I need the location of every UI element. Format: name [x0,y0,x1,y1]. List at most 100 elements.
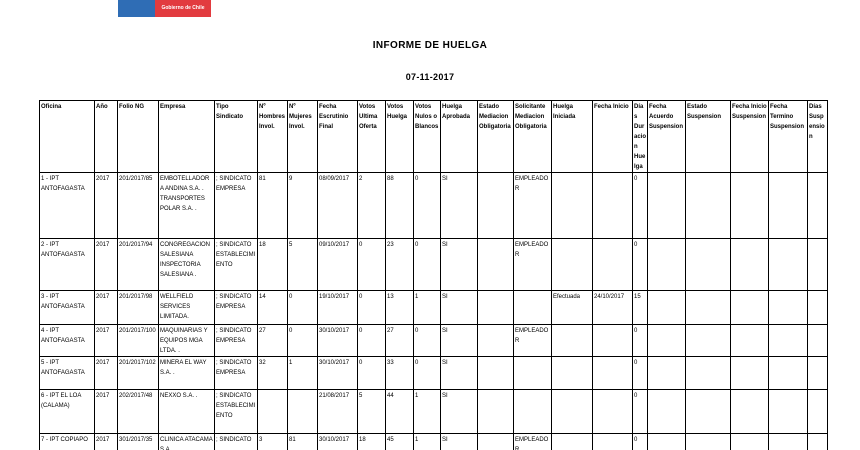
table-cell: 0 [632,238,648,291]
table-cell [592,356,633,390]
table-cell: 21/08/2017 [317,389,358,434]
table-cell: 2017 [94,172,118,239]
table-cell [287,389,318,434]
table-cell: 19/10/2017 [317,290,358,325]
table-cell [730,356,769,390]
table-cell: 0 [632,433,648,450]
table-cell [592,324,633,357]
column-header: Fecha Inicio [592,100,633,173]
table-cell: 27 [257,324,288,357]
table-cell: 45 [385,433,414,450]
column-header: Votos Huelga [385,100,414,173]
table-cell: NEXXO S.A. . [158,389,215,434]
column-header: Fecha Termino Suspension [768,100,808,173]
table-cell: SI [440,290,478,325]
table-cell: 14 [257,290,288,325]
logo-text: Gobierno de Chile [161,5,205,11]
table-cell: MINERA EL WAY S.A. . [158,356,215,390]
table-cell: 44 [385,389,414,434]
table-cell: 0 [357,238,386,291]
table-cell [551,238,593,291]
table-cell [647,238,686,291]
table-cell: 0 [632,389,648,434]
table-cell: ; SINDICATO EMPRESA [214,172,258,239]
table-cell [685,356,731,390]
column-header: Oficina [39,100,95,173]
column-header: Días Duracion Huelga [632,100,648,173]
table-cell [730,324,769,357]
table-cell: 0 [632,172,648,239]
table-cell: 1 [413,290,441,325]
table-cell: 30/10/2017 [317,433,358,450]
table-cell [477,172,514,239]
table-cell [477,238,514,291]
table-cell: 9 [287,172,318,239]
column-header: Estado Suspension [685,100,731,173]
column-header: Votos Nulos o Blancos [413,100,441,173]
table-cell [768,389,808,434]
report-date: 07-11-2017 [405,72,455,82]
table-row: 7 - IPT COPIAPO 2017 301/2017/35 CLINICA AT… [39,433,828,450]
table-cell: 18 [257,238,288,291]
table-cell: SI [440,172,478,239]
table-cell: 2 [357,172,386,239]
table-cell: 201/2017/98 [117,290,159,325]
table-cell [592,172,633,239]
table-cell: EMPLEADOR [513,238,552,291]
table-cell: 2017 [94,290,118,325]
table-cell: 0 [413,172,441,239]
table-cell: 7 - IPT COPIAPO [39,433,95,450]
table-cell: 4 - IPT ANTOFAGASTA [39,324,95,357]
table-cell: 0 [287,290,318,325]
column-header: Nº Hombres Invol. [257,100,288,173]
table-cell: 08/09/2017 [317,172,358,239]
table-cell [477,290,514,325]
table-cell [685,324,731,357]
column-header: Tipo Sindicato [214,100,258,173]
table-cell [730,433,769,450]
table-cell: 5 - IPT ANTOFAGASTA [39,356,95,390]
table-cell [647,433,686,450]
table-cell [513,290,552,325]
table-cell: CLINICA ATACAMA S.A. . [158,433,215,450]
table-cell: 13 [385,290,414,325]
table-cell: EMPLEADOR [513,433,552,450]
table-cell [477,356,514,390]
table-cell [685,389,731,434]
table-cell: ; SINDICATO ESTABLECIMIENTO [214,238,258,291]
table-cell: EMBOTELLADORA ANDINA S.A. . TRANSPORTES … [158,172,215,239]
table-cell: 2017 [94,324,118,357]
table-cell: 32 [257,356,288,390]
table-cell: 1 - IPT ANTOFAGASTA [39,172,95,239]
table-cell: 0 [413,238,441,291]
table-cell: 1 [287,356,318,390]
table-cell [513,356,552,390]
table-cell [807,238,828,291]
column-header: Fecha Escrutinio Final [317,100,358,173]
table-cell [768,238,808,291]
table-cell [768,433,808,450]
table-cell [592,389,633,434]
table-cell [807,356,828,390]
column-header: Nº Mujeres Invol. [287,100,318,173]
table-cell: 15 [632,290,648,325]
table-cell: 33 [385,356,414,390]
table-cell: 3 - IPT ANTOFAGASTA [39,290,95,325]
table-cell: 1 [413,433,441,450]
table-cell: 1 [413,389,441,434]
table-cell: SI [440,238,478,291]
table-cell: 81 [287,433,318,450]
table-cell [647,290,686,325]
table-cell: ; SINDICATO [214,433,258,450]
table-cell [807,324,828,357]
table-cell [807,389,828,434]
table-cell [477,324,514,357]
table-cell [477,389,514,434]
column-header: Huelga Iniciada [551,100,593,173]
table-cell [807,172,828,239]
table-cell: 2017 [94,389,118,434]
table-cell: 2017 [94,356,118,390]
table-cell: ; SINDICATO EMPRESA [214,356,258,390]
table-cell [730,172,769,239]
